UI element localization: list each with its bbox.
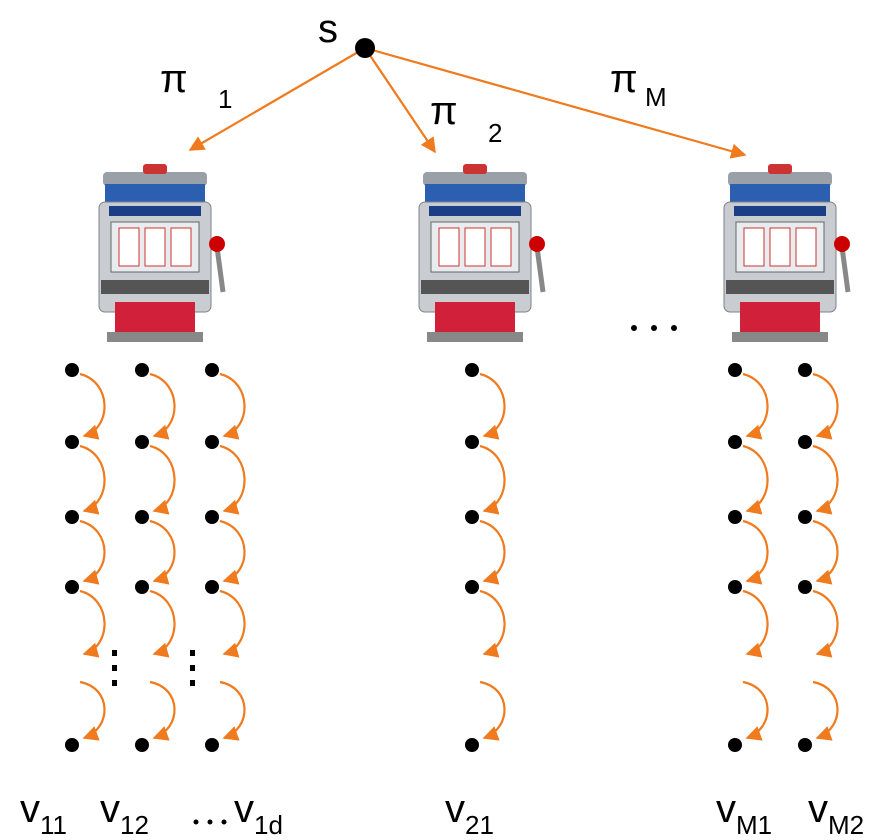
vertical-ellipsis xyxy=(112,650,195,686)
transition-arrow xyxy=(220,682,245,738)
transition-arrow xyxy=(80,374,105,436)
slot-machine xyxy=(99,164,225,342)
slot-machine xyxy=(419,164,545,342)
state-node xyxy=(798,580,812,594)
state-node xyxy=(205,363,219,377)
root-label: s xyxy=(318,7,338,51)
state-node xyxy=(465,363,479,377)
state-node xyxy=(205,738,219,752)
state-node xyxy=(65,363,79,377)
state-node xyxy=(135,435,149,449)
arm-arrow xyxy=(190,48,365,150)
state-node xyxy=(798,435,812,449)
transition-arrow xyxy=(220,591,245,654)
value-ellipsis xyxy=(194,820,227,825)
state-node xyxy=(135,580,149,594)
state-node xyxy=(135,738,149,752)
state-node xyxy=(728,435,742,449)
state-node xyxy=(798,363,812,377)
arm-arrow xyxy=(365,48,435,152)
transition-arrow xyxy=(743,446,768,511)
value-label: v11 xyxy=(20,787,67,840)
transition-arrow xyxy=(80,446,105,511)
state-node xyxy=(728,363,742,377)
transition-arrow xyxy=(743,591,768,654)
transition-arrow xyxy=(150,591,175,654)
slot-machine xyxy=(724,164,850,342)
value-label: vM2 xyxy=(808,787,864,840)
state-node xyxy=(65,738,79,752)
transition-arrow xyxy=(813,591,838,654)
transition-arrow xyxy=(480,446,505,511)
state-node xyxy=(65,510,79,524)
transition-arrow xyxy=(220,446,245,511)
transition-arrow xyxy=(743,521,768,581)
state-node xyxy=(65,580,79,594)
state-node xyxy=(135,510,149,524)
transition-arrow xyxy=(480,521,505,581)
value-label: v1d xyxy=(234,787,283,840)
transition-arrow xyxy=(220,374,245,436)
bandit-diagram: s π1 π2 πM v11 v12 v1d v21 vM1 vM2 xyxy=(0,0,888,840)
state-node xyxy=(728,738,742,752)
state-node xyxy=(135,363,149,377)
state-node xyxy=(728,580,742,594)
transition-arrow xyxy=(480,682,505,738)
transition-arrow xyxy=(480,374,505,436)
transition-arrow xyxy=(80,591,105,654)
transition-arrow xyxy=(743,682,768,738)
chains xyxy=(65,363,838,752)
state-node xyxy=(798,738,812,752)
transition-arrow xyxy=(150,521,175,581)
state-node xyxy=(65,435,79,449)
state-node xyxy=(465,435,479,449)
state-node xyxy=(205,580,219,594)
transition-arrow xyxy=(813,446,838,511)
transition-arrow xyxy=(743,374,768,436)
transition-arrow xyxy=(150,446,175,511)
state-node xyxy=(798,510,812,524)
state-node xyxy=(728,510,742,524)
state-node xyxy=(465,510,479,524)
transition-arrow xyxy=(480,591,505,654)
value-label: v21 xyxy=(445,787,494,840)
machine-ellipsis xyxy=(631,325,677,331)
transition-arrow xyxy=(813,682,838,738)
arm-arrow xyxy=(365,48,745,155)
transition-arrow xyxy=(150,682,175,738)
state-node xyxy=(465,580,479,594)
transition-arrow xyxy=(813,374,838,436)
value-label: vM1 xyxy=(716,787,772,840)
state-node xyxy=(205,435,219,449)
state-node xyxy=(465,738,479,752)
transition-arrow xyxy=(150,374,175,436)
state-node xyxy=(205,510,219,524)
transition-arrow xyxy=(80,682,105,738)
transition-arrow xyxy=(220,521,245,581)
root-node xyxy=(355,38,375,58)
transition-arrow xyxy=(80,521,105,581)
transition-arrow xyxy=(813,521,838,581)
value-label: v12 xyxy=(100,787,149,840)
